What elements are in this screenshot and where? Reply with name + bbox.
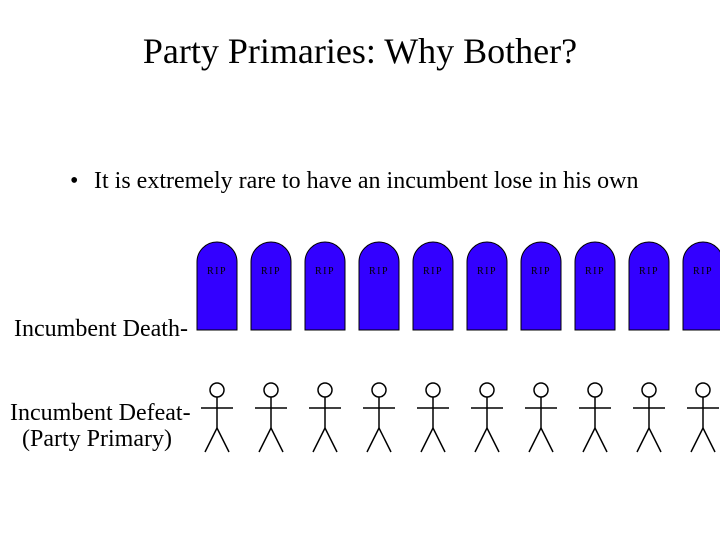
stickfigure-icon (411, 380, 455, 456)
rip-text: RIP (303, 266, 347, 277)
stickfigure-icon (249, 380, 293, 456)
tombstone-icon: RIP (519, 240, 563, 332)
tombstone-icon: RIP (465, 240, 509, 332)
bullet-text: It is extremely rare to have an incumben… (94, 168, 639, 194)
bullet-item: •It is extremely rare to have an incumbe… (70, 168, 720, 195)
rip-text: RIP (357, 266, 401, 277)
bullet-dot-icon: • (70, 168, 94, 195)
stickfigure-icon (465, 380, 509, 456)
stickfigure-icon (357, 380, 401, 456)
stickfigure-icon (195, 380, 239, 456)
tombstone-icon: RIP (573, 240, 617, 332)
rip-text: RIP (519, 266, 563, 277)
label-incumbent-defeat: Incumbent Defeat- (Party Primary) (10, 400, 191, 453)
slide: Party Primaries: Why Bother? •It is extr… (0, 0, 720, 540)
tombstone-icon: RIP (627, 240, 671, 332)
rip-text: RIP (573, 266, 617, 277)
rip-text: RIP (411, 266, 455, 277)
rip-text: RIP (195, 266, 239, 277)
tombstone-icon: RIP (411, 240, 455, 332)
stickfigure-icon (573, 380, 617, 456)
tombstone-icon: RIP (303, 240, 347, 332)
tombstone-icon: RIP (195, 240, 239, 332)
stickfigure-icon (303, 380, 347, 456)
slide-title: Party Primaries: Why Bother? (0, 30, 720, 72)
stickfigure-icon (519, 380, 563, 456)
stickfigure-icon (681, 380, 720, 456)
rip-text: RIP (465, 266, 509, 277)
tombstone-icon: RIP (357, 240, 401, 332)
tombstone-row: RIP RIP RIP RIP RIP RIP RIP RIP RIP RIP (195, 240, 720, 332)
stickfigure-icon (627, 380, 671, 456)
stickfigure-row (195, 380, 720, 456)
rip-text: RIP (627, 266, 671, 277)
tombstone-icon: RIP (681, 240, 720, 332)
rip-text: RIP (681, 266, 720, 277)
label-incumbent-death: Incumbent Death- (14, 316, 188, 342)
tombstone-icon: RIP (249, 240, 293, 332)
rip-text: RIP (249, 266, 293, 277)
